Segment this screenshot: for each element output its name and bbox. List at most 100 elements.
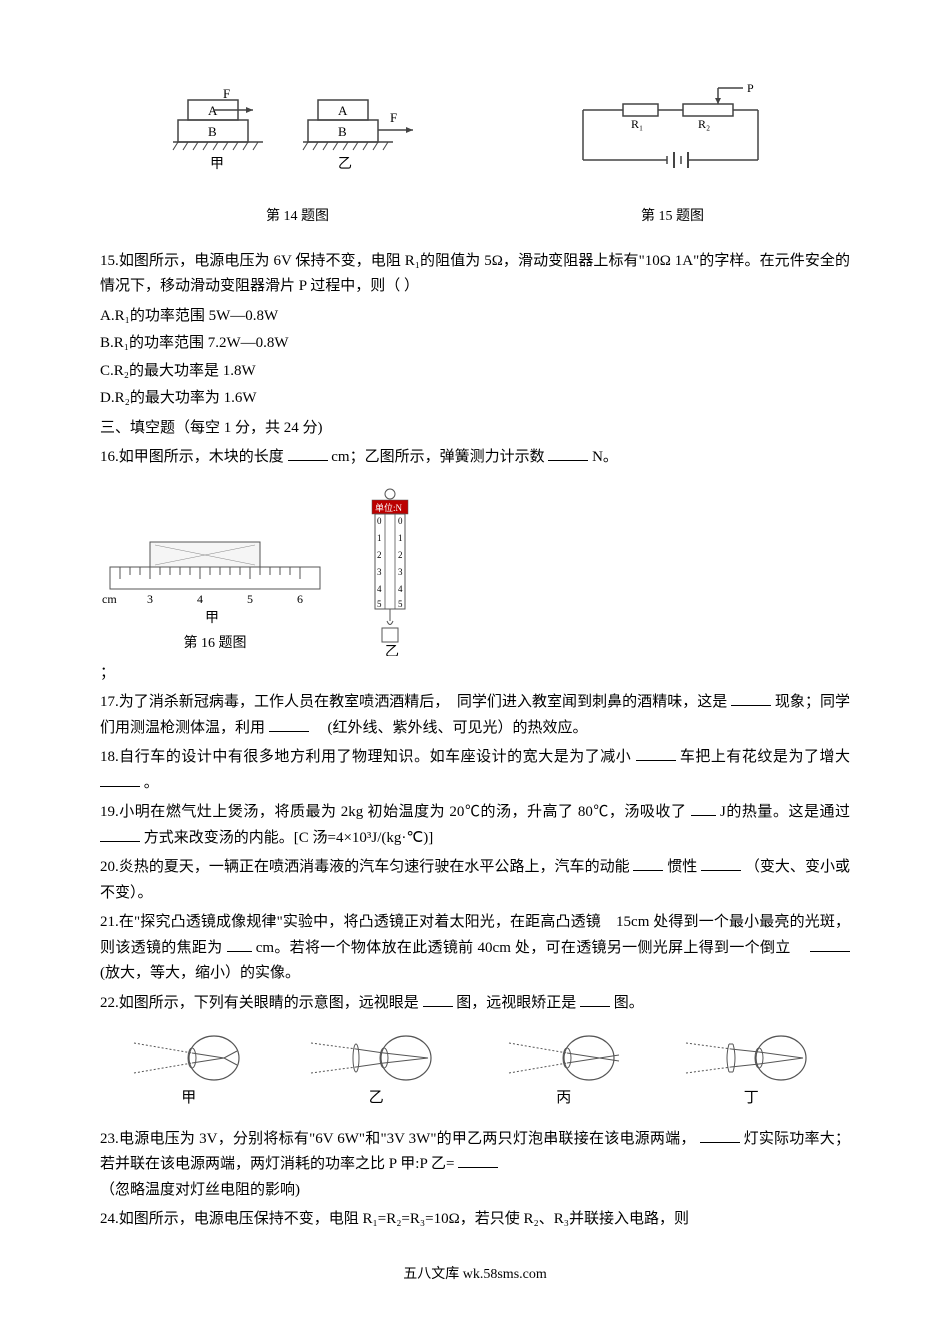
- scale-1r: 1: [398, 533, 403, 543]
- eye-bing-label: 丙: [504, 1086, 624, 1112]
- q21-blank1: [227, 936, 252, 952]
- q23: 23.电源电压为 3V，分别将标有"6V 6W"和"3V 3W"的甲乙两只灯泡串…: [100, 1127, 850, 1204]
- q16-suf: N。: [592, 449, 618, 465]
- q22-blank2: [580, 991, 610, 1007]
- unit-n: 单位:N: [375, 502, 403, 513]
- q20-blank2: [701, 855, 741, 871]
- block-b-left: B: [208, 124, 217, 139]
- q22-suf: 图。: [614, 995, 644, 1011]
- p-label: P: [747, 81, 754, 95]
- q23-blank2: [458, 1152, 498, 1168]
- block-b-right: B: [338, 124, 347, 139]
- eye-diagrams: 甲 乙 丙: [100, 1031, 850, 1112]
- q23-pre: 23.电源电压为 3V，分别将标有"6V 6W"和"3V 3W"的甲乙两只灯泡串…: [100, 1131, 696, 1147]
- q20-pre: 20.炎热的夏天，一辆正在喷洒消毒液的汽车匀速行驶在水平公路上，汽车的动能: [100, 859, 630, 875]
- ruler-svg: cm 3 4 5 6 甲: [100, 537, 330, 627]
- scale-3l: 3: [377, 567, 382, 577]
- q19-mid: J的热量。这是通过: [720, 804, 850, 820]
- scale-0l: 0: [377, 516, 382, 526]
- q15-opt-b: B.R₁的功率范围 7.2W—0.8W: [100, 331, 850, 357]
- q17-pre: 17.为了消杀新冠病毒，工作人员在教室喷洒酒精后， 同学们进入教室闻到刺鼻的酒精…: [100, 694, 727, 710]
- eye-yi: 乙: [306, 1031, 446, 1112]
- q15-opt-a: A.R₁的功率范围 5W—0.8W: [100, 304, 850, 330]
- figure-14-container: A B F 甲 A B: [168, 80, 428, 229]
- q17: 17.为了消杀新冠病毒，工作人员在教室喷洒酒精后， 同学们进入教室闻到刺鼻的酒精…: [100, 690, 850, 741]
- q22-blank1: [423, 991, 453, 1007]
- q20-blank1: [633, 855, 663, 871]
- scale-4r: 4: [398, 584, 403, 594]
- figure-15-container: P R₁ R₂ 第 15 题图: [563, 80, 783, 229]
- q22-mid: 图，远视眼矫正是: [456, 995, 576, 1011]
- q17-blank1: [731, 690, 771, 706]
- q22: 22.如图所示，下列有关眼睛的示意图，远视眼是 图，远视眼矫正是 图。: [100, 991, 850, 1017]
- page-footer: 五八文库 wk.58sms.com: [100, 1263, 850, 1287]
- eye-jia: 甲: [129, 1031, 249, 1112]
- q22-pre: 22.如图所示，下列有关眼睛的示意图，远视眼是: [100, 995, 419, 1011]
- q19-blank2: [100, 826, 140, 842]
- jia-label-16: 甲: [205, 611, 219, 626]
- q17-blank2: [269, 716, 309, 732]
- q16: 16.如甲图所示，木块的长度 cm；乙图所示，弹簧测力计示数 N。: [100, 445, 850, 471]
- tick-5: 5: [247, 592, 253, 606]
- force-f-right: F: [390, 110, 397, 125]
- q16-mid: cm；乙图所示，弹簧测力计示数: [331, 449, 548, 465]
- q19-suf: 方式来改变汤的内能。[C 汤=4×10³J/(kg·℃)]: [144, 830, 434, 846]
- tick-4: 4: [197, 592, 203, 606]
- q21-mid: cm。若将一个物体放在此透镜前 40cm 处，可在透镜另一侧光屏上得到一个倒立: [256, 940, 806, 956]
- q19-blank1: [691, 800, 716, 816]
- tick-3: 3: [147, 592, 153, 606]
- scale-3r: 3: [398, 567, 403, 577]
- r2-label: R₂: [698, 117, 710, 131]
- scale-0r: 0: [398, 516, 403, 526]
- q16-pre: 16.如甲图所示，木块的长度: [100, 449, 288, 465]
- q20-mid: 惯性: [667, 859, 697, 875]
- q19: 19.小明在燃气灶上煲汤，将质最为 2kg 初始温度为 20℃的汤，升高了 80…: [100, 800, 850, 851]
- scale-5r: 5: [398, 599, 403, 609]
- yi-label-16: 乙: [385, 644, 399, 656]
- spring-scale-svg: 单位:N 0 0 1 1 2 2 3 3 4 4 5 5: [360, 486, 420, 656]
- q21-blank2: [810, 936, 850, 952]
- block-a-right: A: [338, 103, 348, 118]
- jia-label-14: 甲: [210, 157, 224, 172]
- scale-2l: 2: [377, 550, 382, 560]
- force-f-left: F: [223, 86, 230, 101]
- q18: 18.自行车的设计中有很多地方利用了物理知识。如车座设计的宽大是为了减小 车把上…: [100, 745, 850, 796]
- eye-yi-label: 乙: [306, 1086, 446, 1112]
- q18-mid: 车把上有花纹是为了增大: [680, 749, 850, 765]
- q18-blank1: [636, 745, 676, 761]
- figure-16-caption: 第 16 题图: [100, 632, 330, 656]
- figure-15-caption: 第 15 题图: [563, 205, 783, 229]
- q20: 20.炎热的夏天，一辆正在喷洒消毒液的汽车匀速行驶在水平公路上，汽车的动能 惯性…: [100, 855, 850, 906]
- eye-ding: 丁: [681, 1031, 821, 1112]
- figure-14-caption: 第 14 题图: [168, 205, 428, 229]
- figure-15-svg: P R₁ R₂: [563, 80, 783, 200]
- eye-ding-label: 丁: [681, 1086, 821, 1112]
- eye-bing: 丙: [504, 1031, 624, 1112]
- scale-4l: 4: [377, 584, 382, 594]
- q23-suf: （忽略温度对灯丝电阻的影响): [100, 1182, 300, 1198]
- q19-pre: 19.小明在燃气灶上煲汤，将质最为 2kg 初始温度为 20℃的汤，升高了 80…: [100, 804, 686, 820]
- q18-blank2: [100, 771, 140, 787]
- q24: 24.如图所示，电源电压保持不变，电阻 R₁=R₂=R₃=10Ω，若只使 R₂、…: [100, 1207, 850, 1233]
- q16-blank1: [288, 445, 328, 461]
- cm-label: cm: [102, 592, 117, 606]
- r1-label: R₁: [631, 117, 643, 131]
- scale-1l: 1: [377, 533, 382, 543]
- yi-label-14: 乙: [338, 156, 352, 172]
- q23-blank1: [700, 1127, 740, 1143]
- q15-stem: 15.如图所示，电源电压为 6V 保持不变，电阻 R₁的阻值为 5Ω，滑动变阻器…: [100, 249, 850, 300]
- scale-5l: 5: [377, 599, 382, 609]
- q21-suf: (放大，等大，缩小）的实像。: [100, 965, 300, 981]
- q15-opt-c: C.R₂的最大功率是 1.8W: [100, 359, 850, 385]
- section-3-title: 三、填空题（每空 1 分，共 24 分): [100, 416, 850, 442]
- figure-16-container: cm 3 4 5 6 甲 第 16 题图 单位:N 0 0 1 1: [100, 486, 850, 656]
- eye-jia-label: 甲: [129, 1086, 249, 1112]
- q21: 21.在"探究凸透镜成像规律"实验中，将凸透镜正对着太阳光，在距高凸透镜 15c…: [100, 910, 850, 987]
- q18-suf: 。: [144, 775, 159, 791]
- q18-pre: 18.自行车的设计中有很多地方利用了物理知识。如车座设计的宽大是为了减小: [100, 749, 631, 765]
- q15-opt-d: D.R₂的最大功率为 1.6W: [100, 386, 850, 412]
- figure-14-svg: A B F 甲 A B: [168, 80, 428, 200]
- q17-suf: (红外线、紫外线、可见光）的热效应。: [313, 720, 588, 736]
- scale-2r: 2: [398, 550, 403, 560]
- figure-row-14-15: A B F 甲 A B: [100, 80, 850, 229]
